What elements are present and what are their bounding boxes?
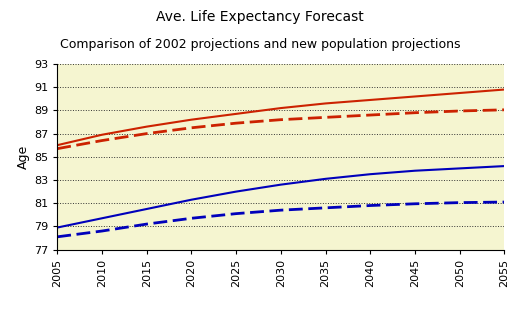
Y-axis label: Age: Age xyxy=(17,145,30,169)
Text: Ave. Life Expectancy Forecast: Ave. Life Expectancy Forecast xyxy=(156,10,364,24)
Text: Comparison of 2002 projections and new population projections: Comparison of 2002 projections and new p… xyxy=(60,38,460,52)
